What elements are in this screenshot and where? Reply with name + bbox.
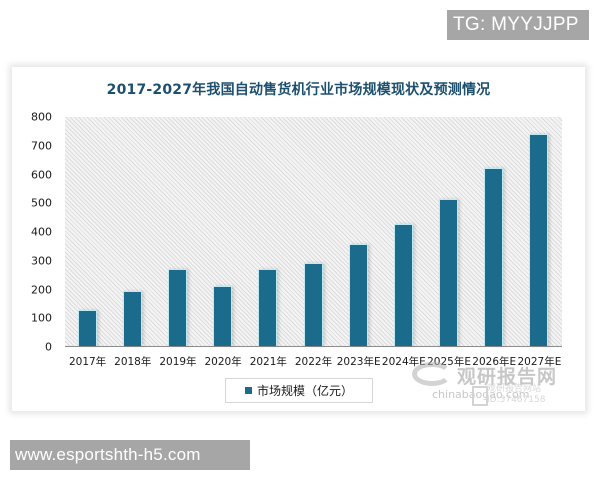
watermark: 观研报告网 chinabaogao.com 观研报告网站 ID:57467158 [412,362,582,412]
x-tick-label: 2017年 [68,356,107,368]
x-tick-label: 2026年E [472,356,517,368]
y-tick-label: 0 [45,340,52,354]
x-tick-label: 2027年E [517,356,562,368]
bar [303,262,323,346]
legend: 市场规模（亿元） [225,378,373,403]
y-tick-label: 100 [31,311,52,325]
y-tick-label: 500 [31,196,52,210]
y-tick-label: 600 [31,168,52,181]
y-tick-label: 200 [31,283,52,296]
y-tick-label: 300 [31,254,52,268]
bar [258,269,278,346]
bar [213,285,233,346]
bar [77,309,97,346]
bar [439,198,459,346]
legend-label: 市场规模（亿元） [256,384,353,398]
x-tick-label: 2019年 [159,356,197,368]
watermark-domain: chinabaogao.com [432,388,530,401]
watermark-name: 观研报告网 [457,366,558,388]
tg-badge: TG: MYYJJPP [447,10,589,40]
watermark-sub-line1: 观研报告网站 [487,384,542,394]
url-badge: www.esportshth-h5.com [10,440,250,470]
watermark-logo-icon [412,362,452,386]
bar [529,134,549,346]
x-tick-label: 2022年 [294,356,333,368]
watermark-sub: 观研报告网站 ID:57467158 [487,384,545,406]
x-tick-label: 2023年E [336,356,381,368]
chart-card: 2017-2027年我国自动售货机行业市场规模现状及预测情况 0 100 200 30… [12,67,585,411]
y-tick-label: 800 [31,110,52,124]
bar [484,167,504,346]
bar [348,243,368,346]
legend-swatch [244,387,252,394]
y-tick-label: 700 [31,139,52,153]
bar [122,291,142,346]
bar [167,269,187,346]
bar [393,223,413,346]
y-tick-label: 400 [31,225,52,239]
watermark-box-icon [472,386,488,406]
chart-title: 2017-2027年我国自动售货机行业市场规模现状及预测情况 [106,82,491,98]
x-tick-label: 2021年 [249,356,287,368]
watermark-sub-line2: ID:57467158 [487,395,546,405]
x-tick-label: 2024年E [381,356,426,368]
plot-area [65,117,562,347]
x-tick-label: 2020年 [204,356,242,368]
x-tick-label: 2018年 [114,356,152,368]
